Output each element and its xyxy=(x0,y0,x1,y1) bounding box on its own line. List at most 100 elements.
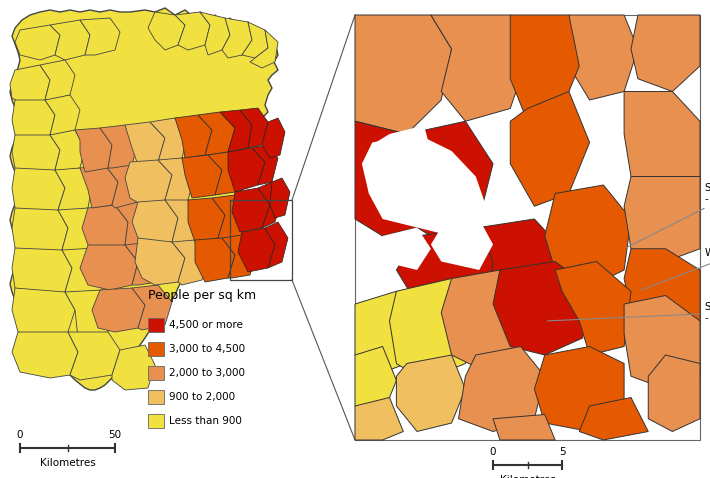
Polygon shape xyxy=(182,155,222,198)
Text: 2,000 to 3,000: 2,000 to 3,000 xyxy=(169,368,245,378)
Polygon shape xyxy=(58,208,100,252)
Text: Less than 900: Less than 900 xyxy=(169,416,242,426)
Polygon shape xyxy=(396,228,510,321)
Polygon shape xyxy=(579,398,648,440)
Polygon shape xyxy=(250,30,278,68)
Polygon shape xyxy=(431,219,493,270)
Polygon shape xyxy=(198,112,235,155)
Text: 0: 0 xyxy=(17,430,23,440)
Polygon shape xyxy=(55,168,92,212)
Polygon shape xyxy=(390,279,476,380)
Polygon shape xyxy=(12,248,72,295)
Polygon shape xyxy=(165,200,202,245)
Polygon shape xyxy=(80,165,118,208)
Polygon shape xyxy=(238,228,275,272)
Polygon shape xyxy=(62,248,108,295)
Polygon shape xyxy=(200,12,230,55)
Polygon shape xyxy=(355,398,403,440)
Bar xyxy=(230,200,292,280)
Polygon shape xyxy=(10,8,278,390)
Polygon shape xyxy=(240,108,268,148)
Polygon shape xyxy=(624,176,700,261)
Polygon shape xyxy=(431,15,528,121)
Polygon shape xyxy=(376,126,431,168)
Polygon shape xyxy=(12,135,60,175)
Polygon shape xyxy=(355,121,431,236)
Polygon shape xyxy=(158,158,195,205)
Polygon shape xyxy=(148,12,185,50)
Polygon shape xyxy=(132,285,172,330)
Polygon shape xyxy=(441,270,528,372)
Bar xyxy=(148,414,164,428)
Polygon shape xyxy=(15,25,60,60)
Text: 5: 5 xyxy=(559,447,565,457)
Polygon shape xyxy=(355,291,417,376)
Text: 4,500 or more: 4,500 or more xyxy=(169,320,243,330)
Polygon shape xyxy=(12,168,65,215)
Polygon shape xyxy=(82,205,128,250)
Bar xyxy=(148,390,164,404)
Bar xyxy=(355,15,700,440)
Polygon shape xyxy=(624,249,700,334)
Polygon shape xyxy=(12,288,75,338)
Polygon shape xyxy=(555,261,631,355)
Polygon shape xyxy=(242,22,268,58)
Text: Kilometres: Kilometres xyxy=(40,458,95,468)
Polygon shape xyxy=(188,198,225,242)
Polygon shape xyxy=(175,12,210,50)
Bar xyxy=(148,342,164,356)
Polygon shape xyxy=(262,118,285,158)
Polygon shape xyxy=(75,128,112,172)
Polygon shape xyxy=(510,15,579,121)
Polygon shape xyxy=(10,65,50,105)
Polygon shape xyxy=(479,219,562,321)
Polygon shape xyxy=(125,160,172,205)
Polygon shape xyxy=(68,332,120,380)
Polygon shape xyxy=(355,347,396,414)
Polygon shape xyxy=(648,355,700,432)
Polygon shape xyxy=(80,245,138,290)
Text: 50: 50 xyxy=(109,430,121,440)
Polygon shape xyxy=(92,288,145,332)
Polygon shape xyxy=(232,188,270,232)
Polygon shape xyxy=(115,202,155,248)
Bar xyxy=(148,366,164,380)
Polygon shape xyxy=(12,208,68,255)
Text: 3,000 to 4,500: 3,000 to 4,500 xyxy=(169,344,245,354)
Text: 900 to 2,000: 900 to 2,000 xyxy=(169,392,235,402)
Polygon shape xyxy=(50,20,90,60)
Polygon shape xyxy=(362,134,486,236)
Polygon shape xyxy=(105,162,142,208)
Polygon shape xyxy=(535,347,624,432)
Polygon shape xyxy=(493,414,555,440)
Polygon shape xyxy=(50,130,85,172)
Polygon shape xyxy=(112,345,155,390)
Polygon shape xyxy=(624,295,700,389)
Polygon shape xyxy=(355,15,452,134)
Polygon shape xyxy=(195,238,235,282)
Polygon shape xyxy=(510,91,589,206)
Text: People per sq km: People per sq km xyxy=(148,289,256,302)
Polygon shape xyxy=(80,18,120,55)
Polygon shape xyxy=(252,145,278,185)
Polygon shape xyxy=(175,115,212,158)
Polygon shape xyxy=(222,235,256,278)
Text: Waverley (A): Waverley (A) xyxy=(640,248,710,290)
Bar xyxy=(148,318,164,332)
Polygon shape xyxy=(125,242,165,285)
Text: Kilometres: Kilometres xyxy=(500,475,555,478)
Text: Sydney (C)
- East: Sydney (C) - East xyxy=(627,183,710,248)
Polygon shape xyxy=(222,18,252,58)
Polygon shape xyxy=(631,15,700,91)
Polygon shape xyxy=(545,185,631,287)
Polygon shape xyxy=(493,261,589,355)
Polygon shape xyxy=(150,118,188,162)
Polygon shape xyxy=(65,290,115,338)
Polygon shape xyxy=(270,178,290,218)
Polygon shape xyxy=(459,347,545,432)
Text: Sydney (C)
- West: Sydney (C) - West xyxy=(547,302,710,323)
Polygon shape xyxy=(396,355,465,432)
Polygon shape xyxy=(265,222,288,268)
Polygon shape xyxy=(258,182,282,228)
Polygon shape xyxy=(100,125,138,168)
